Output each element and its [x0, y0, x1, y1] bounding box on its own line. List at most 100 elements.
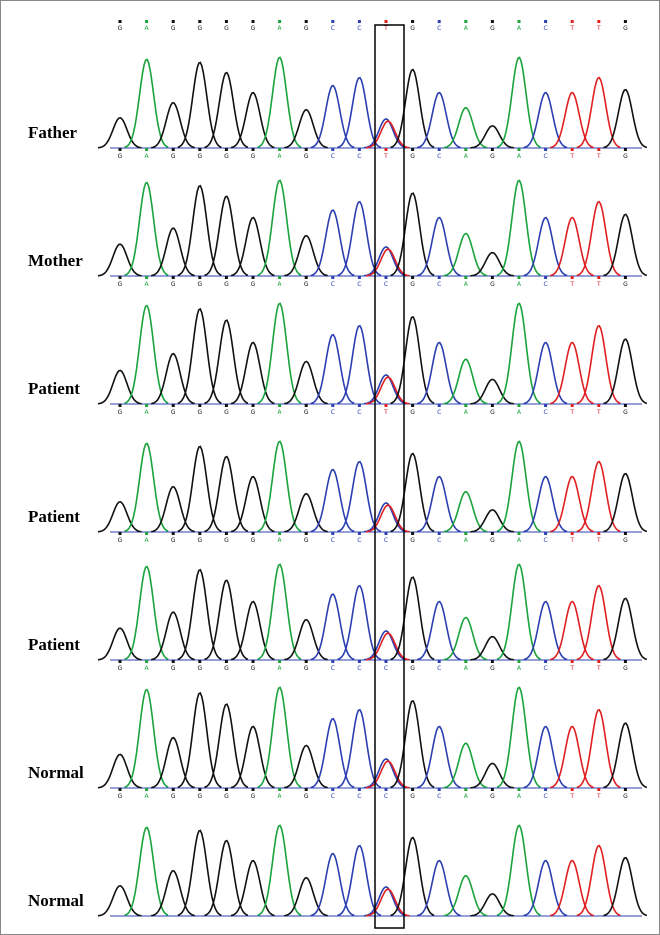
base-call: T [569, 281, 574, 288]
base-marker [518, 404, 521, 407]
base-call: C [357, 281, 361, 288]
base-call: C [543, 281, 547, 288]
base-call: G [224, 665, 229, 672]
base-call: G [171, 281, 176, 288]
base-marker [278, 660, 281, 663]
base-marker [225, 660, 228, 663]
base-marker [145, 276, 148, 279]
base-call: G [224, 793, 229, 800]
base-marker [278, 788, 281, 791]
base-marker [119, 404, 122, 407]
base-marker [464, 148, 467, 151]
base-call: C [331, 25, 335, 32]
base-call: G [197, 25, 202, 32]
base-marker [464, 404, 467, 407]
base-marker [438, 788, 441, 791]
base-marker [544, 276, 547, 279]
base-call: T [596, 793, 601, 800]
base-call: G [171, 793, 176, 800]
base-call: G [118, 793, 123, 800]
base-marker [225, 148, 228, 151]
base-call: C [357, 537, 361, 544]
base-marker [385, 20, 388, 23]
base-call: G [118, 281, 123, 288]
base-call: C [437, 153, 441, 160]
base-marker [438, 148, 441, 151]
sample-label: Normal [28, 891, 84, 910]
base-call: T [383, 25, 388, 32]
base-call: C [437, 793, 441, 800]
base-marker [544, 404, 547, 407]
base-marker [252, 20, 255, 23]
base-marker [305, 660, 308, 663]
base-call: G [623, 281, 628, 288]
base-marker [305, 20, 308, 23]
base-call: C [543, 153, 547, 160]
base-marker [119, 788, 122, 791]
base-marker [518, 660, 521, 663]
base-marker [438, 660, 441, 663]
base-marker [624, 532, 627, 535]
base-call: G [410, 25, 415, 32]
base-marker [225, 532, 228, 535]
base-call: G [118, 665, 123, 672]
base-marker [358, 148, 361, 151]
base-call: G [251, 537, 256, 544]
base-call: T [569, 409, 574, 416]
base-marker [278, 532, 281, 535]
base-call: G [623, 665, 628, 672]
base-call: G [171, 537, 176, 544]
base-marker [518, 532, 521, 535]
base-marker [491, 660, 494, 663]
base-marker [597, 532, 600, 535]
base-call: C [357, 153, 361, 160]
base-marker [518, 20, 521, 23]
base-marker [624, 404, 627, 407]
base-call: G [197, 665, 202, 672]
base-call: C [437, 25, 441, 32]
base-marker [464, 532, 467, 535]
base-marker [411, 276, 414, 279]
base-call: G [490, 409, 495, 416]
base-marker [571, 148, 574, 151]
base-call: T [596, 25, 601, 32]
base-marker [491, 788, 494, 791]
base-marker [544, 532, 547, 535]
base-call: C [384, 281, 388, 288]
base-marker [119, 532, 122, 535]
base-marker [358, 276, 361, 279]
base-call: T [596, 281, 601, 288]
base-marker [385, 788, 388, 791]
base-marker [544, 788, 547, 791]
base-call: G [410, 409, 415, 416]
base-call: T [383, 409, 388, 416]
base-marker [145, 788, 148, 791]
base-marker [225, 276, 228, 279]
base-marker [119, 20, 122, 23]
base-marker [278, 148, 281, 151]
base-call: G [171, 153, 176, 160]
base-marker [252, 660, 255, 663]
base-marker [305, 404, 308, 407]
base-marker [624, 788, 627, 791]
base-marker [411, 532, 414, 535]
base-marker [305, 532, 308, 535]
base-marker [411, 660, 414, 663]
base-call: G [224, 25, 229, 32]
base-marker [305, 788, 308, 791]
base-call: T [569, 665, 574, 672]
base-marker [411, 20, 414, 23]
base-call: G [251, 793, 256, 800]
base-call: G [623, 25, 628, 32]
base-marker [411, 148, 414, 151]
base-call: T [569, 153, 574, 160]
base-call: G [171, 25, 176, 32]
base-marker [278, 276, 281, 279]
base-call: G [410, 537, 415, 544]
base-marker [438, 20, 441, 23]
base-marker [358, 404, 361, 407]
base-call: C [331, 665, 335, 672]
base-call: T [596, 665, 601, 672]
base-marker [331, 788, 334, 791]
base-call: C [437, 665, 441, 672]
